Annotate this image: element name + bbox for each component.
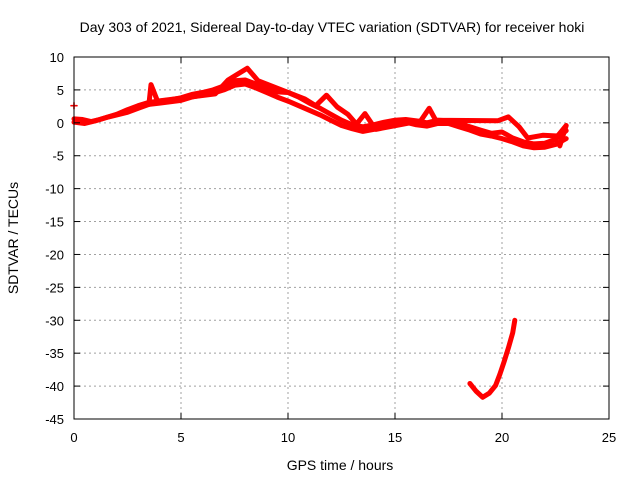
x-tick-label: 0 <box>70 430 77 445</box>
plot-frame <box>73 56 610 420</box>
x-tick-label: 15 <box>388 430 402 445</box>
chart-title: Day 303 of 2021, Sidereal Day-to-day VTE… <box>80 19 585 35</box>
data-series <box>70 65 569 400</box>
series-sdtvar-band-b <box>71 81 569 151</box>
series-sdtvar-trough <box>467 317 518 400</box>
y-tick-label: -5 <box>52 149 64 164</box>
x-tick-label: 10 <box>281 430 295 445</box>
x-tick-label: 25 <box>602 430 616 445</box>
x-axis-label: GPS time / hours <box>287 457 394 473</box>
y-tick-label: -10 <box>45 182 64 197</box>
grid-lines <box>74 57 609 419</box>
series-sdtvar-peaks <box>146 65 569 149</box>
y-tick-label: 5 <box>57 83 64 98</box>
y-tick-label: -15 <box>45 215 64 230</box>
x-tick-label: 5 <box>177 430 184 445</box>
axis-ticks <box>73 56 610 420</box>
x-tick-labels: 0 5 10 15 20 25 <box>70 430 616 445</box>
y-tick-label: -20 <box>45 247 64 262</box>
y-axis-label: SDTVAR / TECUs <box>5 182 21 294</box>
y-tick-label: -35 <box>45 346 64 361</box>
y-tick-label: -25 <box>45 280 64 295</box>
y-tick-label: 10 <box>50 50 64 65</box>
y-tick-label: -40 <box>45 379 64 394</box>
x-tick-label: 20 <box>495 430 509 445</box>
y-tick-labels: 10 5 0 -5 -10 -15 -20 -25 -30 -35 -40 -45 <box>45 50 64 427</box>
y-tick-label: -45 <box>45 412 64 427</box>
y-tick-label: 0 <box>57 116 64 131</box>
y-tick-label: -30 <box>45 313 64 328</box>
